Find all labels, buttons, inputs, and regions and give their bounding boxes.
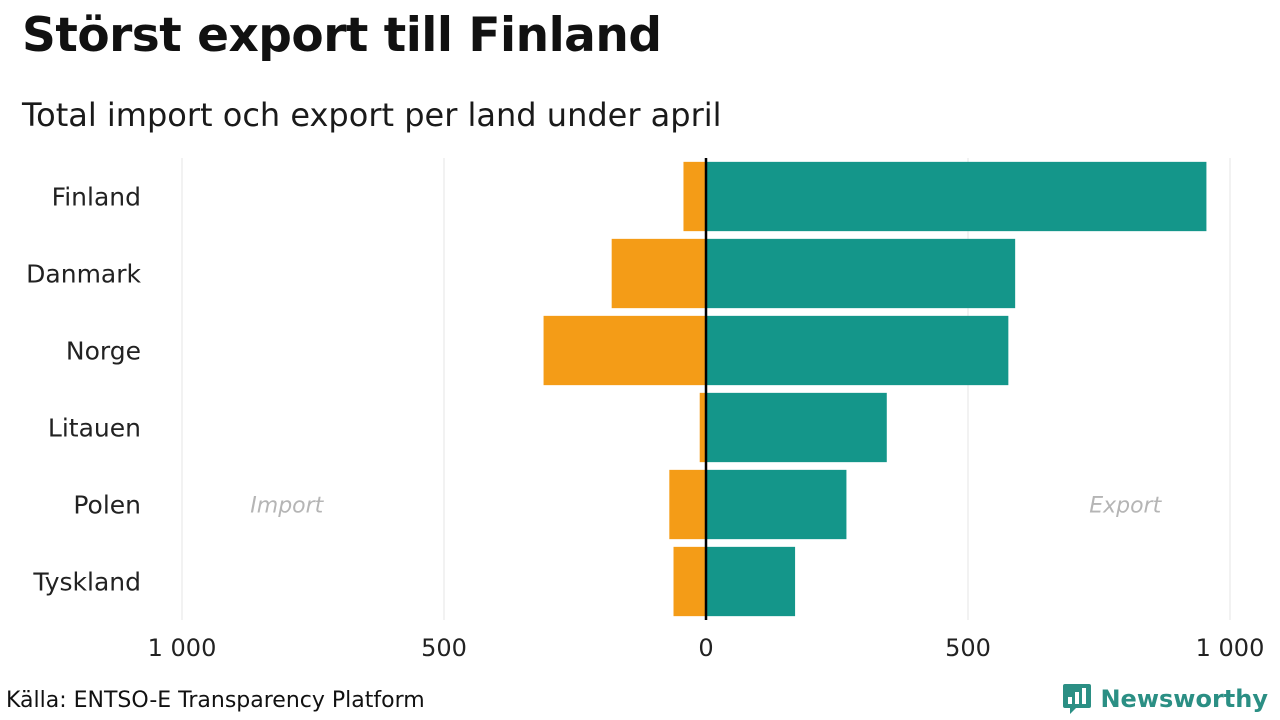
import-side-label: Import [250,494,324,519]
x-tick-label: 1 000 [148,634,217,662]
export-side-label: Export [1089,494,1162,519]
category-label: Norge [66,337,141,366]
export-bar-danmark [706,238,1016,309]
side-labels: Import Export [250,494,1162,519]
x-axis-ticks: 1 000 500 0 500 1 000 [148,634,1265,662]
x-tick-label: 500 [945,634,991,662]
category-label: Finland [52,183,141,212]
category-label: Danmark [26,260,141,289]
import-bar-tyskland [673,546,706,617]
chart-subtitle: Total import och export per land under a… [22,96,722,134]
export-bar-litauen [706,392,887,463]
category-labels: Finland Danmark Norge Litauen Polen Tyskland [26,183,141,597]
category-label: Tyskland [32,568,141,597]
brand-name: Newsworthy [1100,685,1268,713]
export-bar-norge [706,315,1009,386]
import-bar-norge [543,315,706,386]
export-bar-tyskland [706,546,796,617]
x-tick-label: 0 [698,634,713,662]
x-tick-label: 500 [421,634,467,662]
export-bar-finland [706,161,1207,232]
grid-lines [181,158,1231,620]
brand-logo: Newsworthy [1062,682,1268,716]
bars [543,161,1207,617]
source-note: Källa: ENTSO-E Transparency Platform [6,688,425,713]
x-tick-label: 1 000 [1196,634,1265,662]
category-label: Litauen [48,414,141,443]
export-bar-polen [706,469,847,540]
import-bar-polen [669,469,706,540]
import-bar-finland [683,161,706,232]
import-bar-litauen [699,392,706,463]
category-label: Polen [73,491,141,520]
chart-title: Störst export till Finland [22,8,662,63]
newsworthy-logo-icon [1063,684,1092,714]
import-bar-danmark [611,238,706,309]
